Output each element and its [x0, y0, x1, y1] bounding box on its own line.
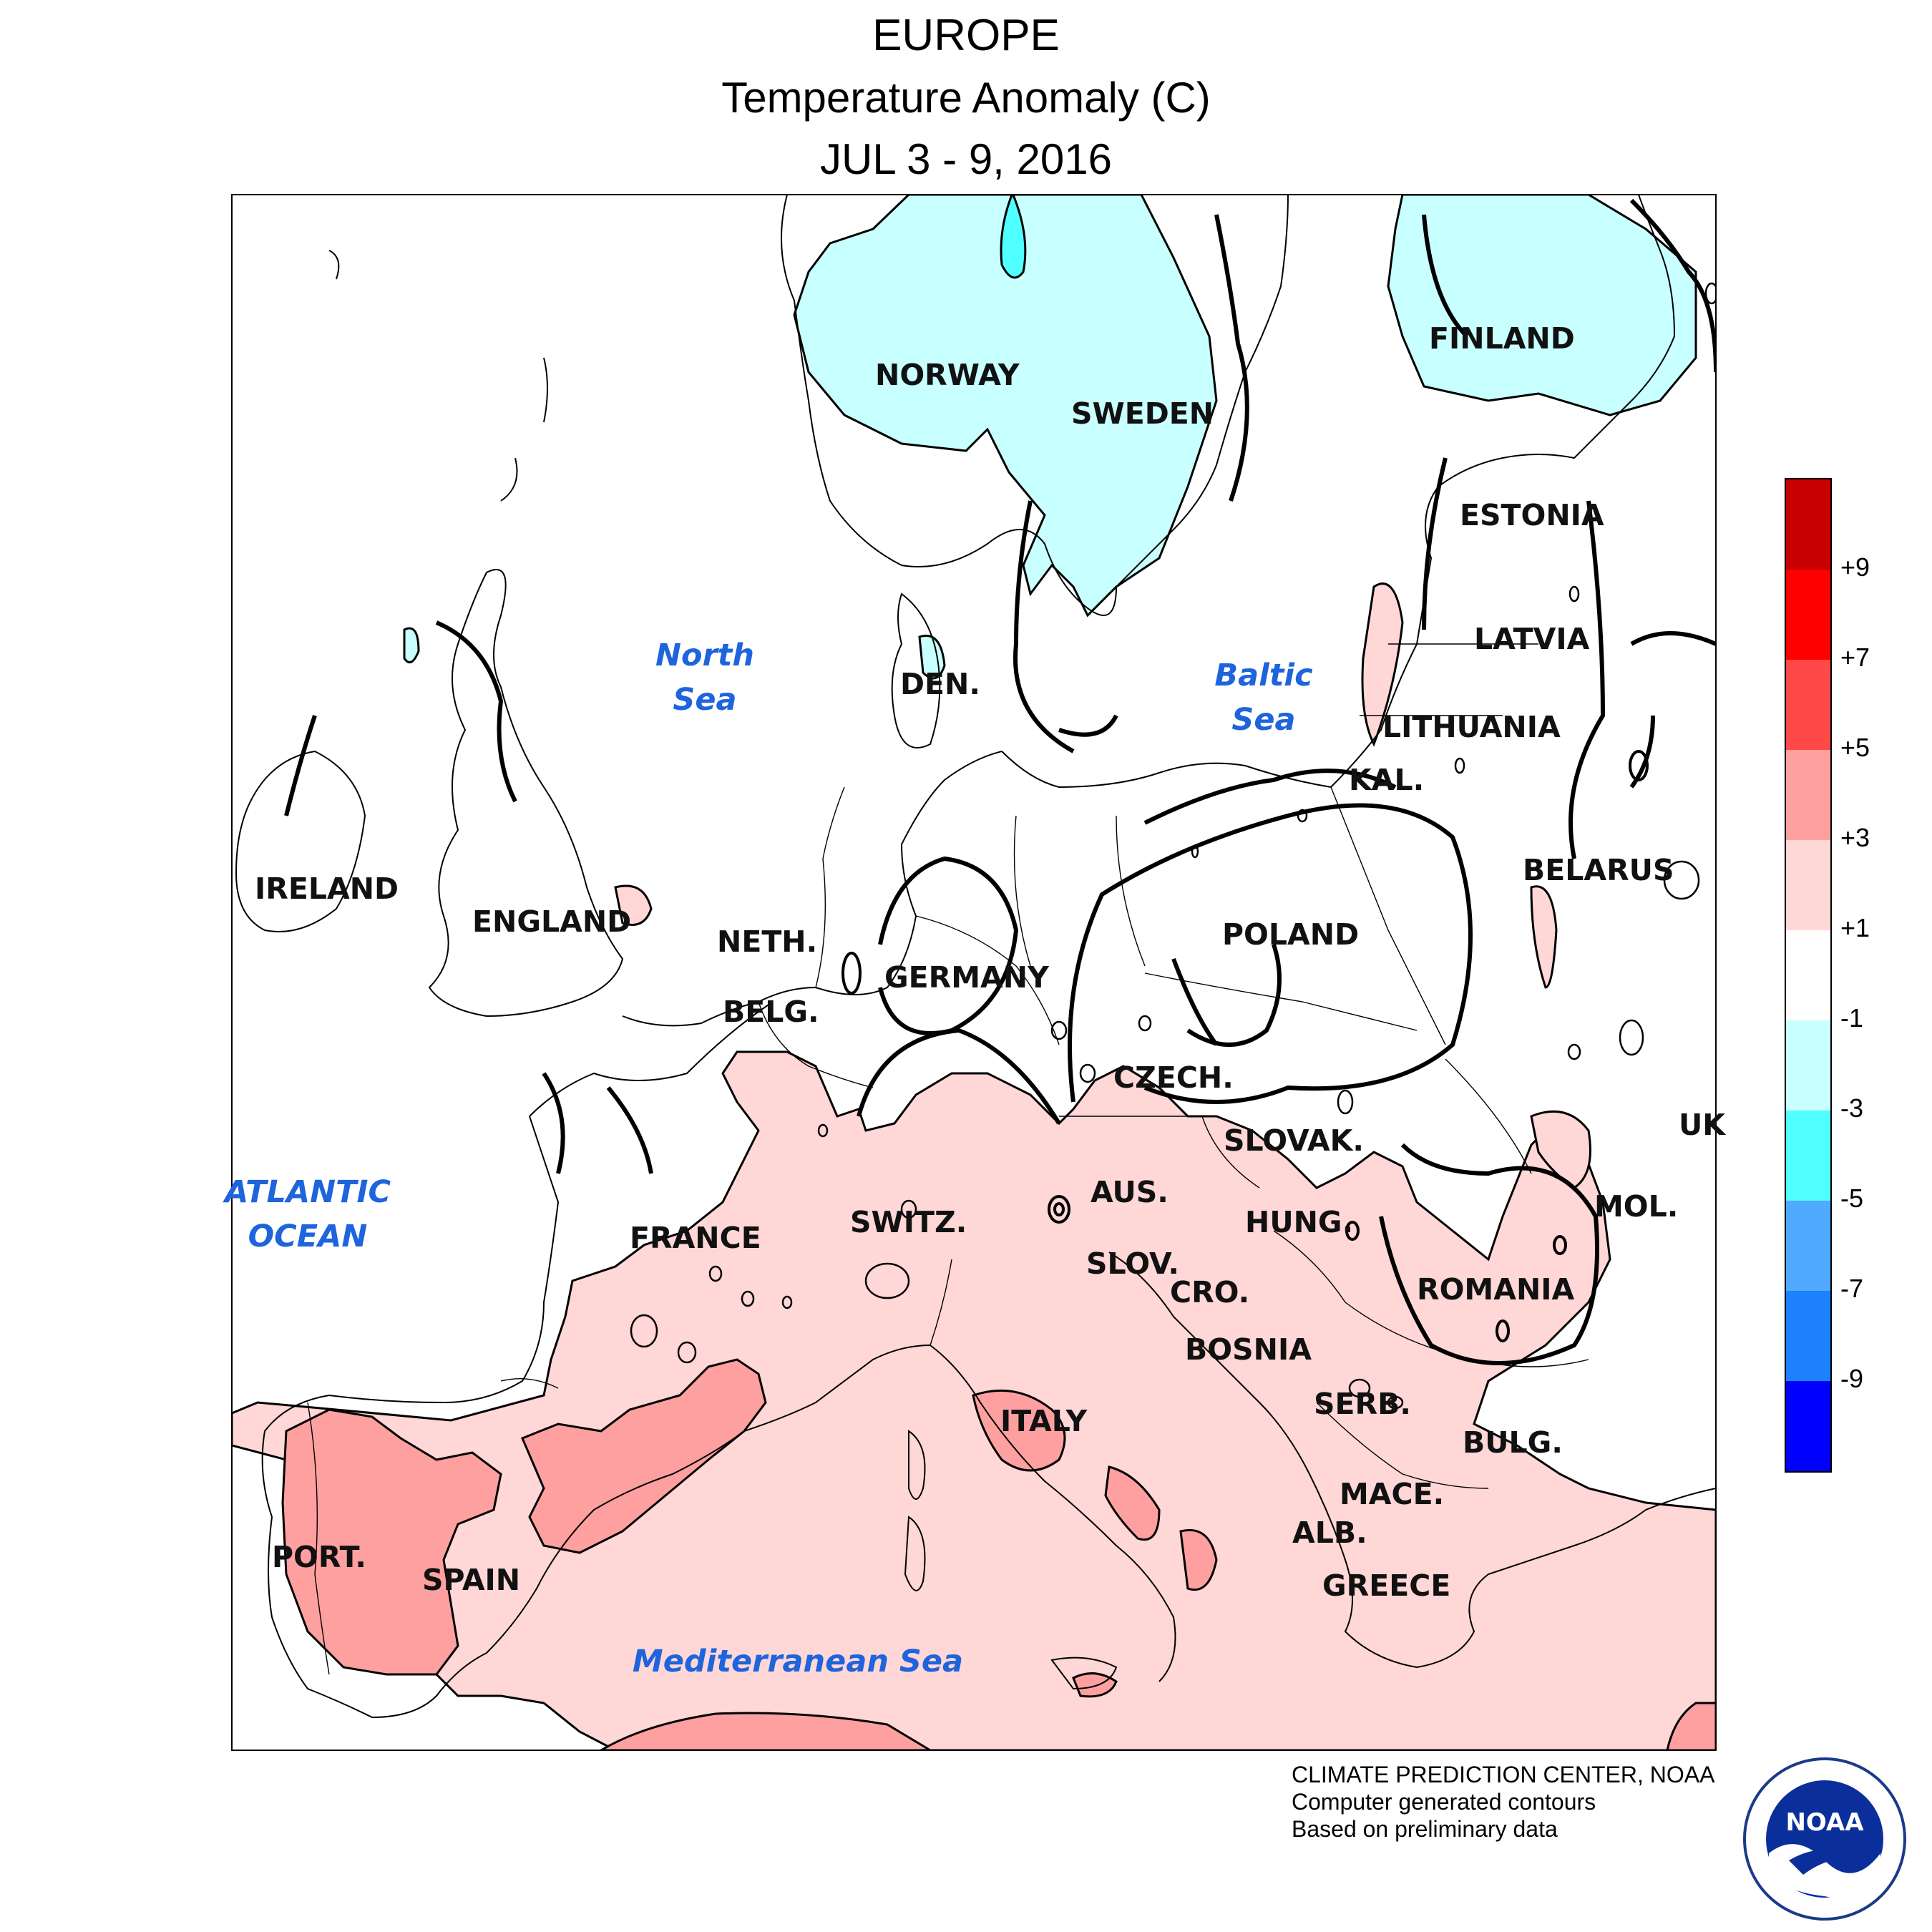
label-germany: GERMANY [884, 960, 1050, 995]
cool-anomaly-scandinavia [793, 195, 1218, 618]
label-north-sea-2: Sea [673, 682, 736, 718]
map-subtitle: Temperature Anomaly (C) [721, 74, 1211, 122]
noaa-logo: NOAA [1743, 1757, 1906, 1921]
label-den: DEN. [900, 667, 980, 701]
warm-anomaly-italy [972, 1389, 1066, 1472]
label-italy: ITALY [1000, 1404, 1088, 1438]
legend-swatch [1786, 930, 1830, 1020]
label-finland: FINLAND [1429, 321, 1575, 356]
label-hung: HUNG. [1245, 1205, 1353, 1239]
label-france: FRANCE [630, 1221, 761, 1255]
label-mace: MACE. [1340, 1477, 1444, 1511]
cool-anomaly-small-1 [1000, 195, 1027, 279]
legend-tick-label: -3 [1840, 1093, 1864, 1123]
legend-swatch [1786, 750, 1830, 840]
label-estonia: ESTONIA [1460, 498, 1604, 532]
map-date: JUL 3 - 9, 2016 [819, 135, 1113, 183]
label-slovak: SLOVAK. [1224, 1123, 1364, 1158]
warm-anomaly-spain-east [521, 1358, 767, 1554]
label-cro: CRO. [1170, 1275, 1249, 1309]
label-ireland: IRELAND [255, 872, 399, 906]
country-borders [307, 643, 1589, 1675]
warm-anomaly-iberia-core [281, 1408, 502, 1676]
warm-anomaly-baltic [1361, 582, 1404, 747]
label-baltic-sea-2: Sea [1231, 702, 1295, 738]
noaa-logo-text: NOAA [1785, 1808, 1864, 1837]
label-slov: SLOV. [1086, 1246, 1179, 1281]
coastlines [235, 195, 1716, 1719]
legend-tick-label: +9 [1840, 552, 1870, 582]
small-contour-rings [841, 750, 1649, 1342]
label-romania: ROMANIA [1417, 1272, 1575, 1307]
label-belarus: BELARUS [1523, 853, 1674, 887]
zero-contours [284, 198, 1716, 1365]
color-legend [1785, 478, 1832, 1473]
label-greece: GREECE [1322, 1568, 1450, 1603]
credit-line-3: Based on preliminary data [1292, 1816, 1558, 1842]
legend-swatch [1786, 1381, 1830, 1471]
small-anomaly-rings [630, 282, 1716, 1410]
label-norway: NORWAY [875, 358, 1020, 392]
label-kal: KAL. [1349, 763, 1424, 797]
warm-anomaly-sicily [1072, 1672, 1118, 1698]
label-atlantic-1: ATLANTIC [223, 1174, 391, 1210]
anomaly-fields [232, 195, 1716, 1750]
label-belg: BELG. [723, 995, 819, 1029]
map-title: EUROPE [872, 11, 1060, 60]
legend-tick-label: +3 [1840, 823, 1870, 852]
label-alb: ALB. [1292, 1516, 1367, 1550]
legend-tick-label: +5 [1840, 733, 1870, 762]
map-frame [231, 194, 1717, 1751]
legend-tick-label: -7 [1840, 1274, 1864, 1303]
label-czech: CZECH. [1113, 1060, 1234, 1095]
warm-anomaly-north-africa [599, 1712, 932, 1750]
warm-anomaly-east-edge [1666, 1702, 1716, 1750]
legend-swatch [1786, 840, 1830, 930]
warm-anomaly-south-italy [1104, 1465, 1161, 1541]
label-latvia: LATVIA [1474, 622, 1590, 656]
label-port: PORT. [272, 1540, 366, 1574]
label-baltic-sea-1: Baltic [1214, 658, 1312, 693]
label-lithuania: LITHUANIA [1382, 710, 1561, 744]
label-bulg: BULG. [1463, 1425, 1563, 1460]
warm-anomaly-ukraine [1530, 1110, 1591, 1189]
label-atlantic-2: OCEAN [248, 1219, 368, 1254]
legend-swatch [1786, 479, 1830, 570]
label-mediterranean: Mediterranean Sea [633, 1644, 963, 1679]
warm-anomaly-england [614, 884, 653, 926]
label-aus: AUS. [1091, 1175, 1169, 1209]
label-neth: NETH. [717, 924, 817, 959]
legend-swatch [1786, 1291, 1830, 1381]
label-sweden: SWEDEN [1071, 396, 1214, 431]
label-north-sea-1: North [655, 638, 754, 673]
label-bosnia: BOSNIA [1185, 1332, 1312, 1367]
legend-tick-label: +1 [1840, 913, 1870, 942]
label-spain: SPAIN [422, 1563, 520, 1597]
credit-line-1: CLIMATE PREDICTION CENTER, NOAA [1292, 1762, 1715, 1787]
legend-swatch [1786, 660, 1830, 750]
legend-swatch [1786, 1201, 1830, 1291]
label-england: ENGLAND [472, 904, 631, 939]
label-mol: MOL. [1594, 1189, 1678, 1224]
legend-tick-label: +7 [1840, 643, 1870, 672]
cool-anomaly-small-3 [403, 627, 420, 664]
warm-anomaly-belarus [1530, 885, 1558, 989]
label-uk: UK [1679, 1108, 1727, 1142]
legend-tick-label: -1 [1840, 1003, 1864, 1033]
label-serb: SERB. [1314, 1387, 1411, 1421]
warm-anomaly-calabria [1179, 1528, 1218, 1591]
legend-tick-label: -5 [1840, 1184, 1864, 1213]
legend-swatch [1786, 1020, 1830, 1111]
legend-swatch [1786, 570, 1830, 660]
label-poland: POLAND [1222, 917, 1359, 952]
label-switz: SWITZ. [850, 1205, 967, 1239]
legend-swatch [1786, 1111, 1830, 1201]
legend-tick-label: -9 [1840, 1364, 1864, 1393]
credit-line-2: Computer generated contours [1292, 1789, 1596, 1815]
